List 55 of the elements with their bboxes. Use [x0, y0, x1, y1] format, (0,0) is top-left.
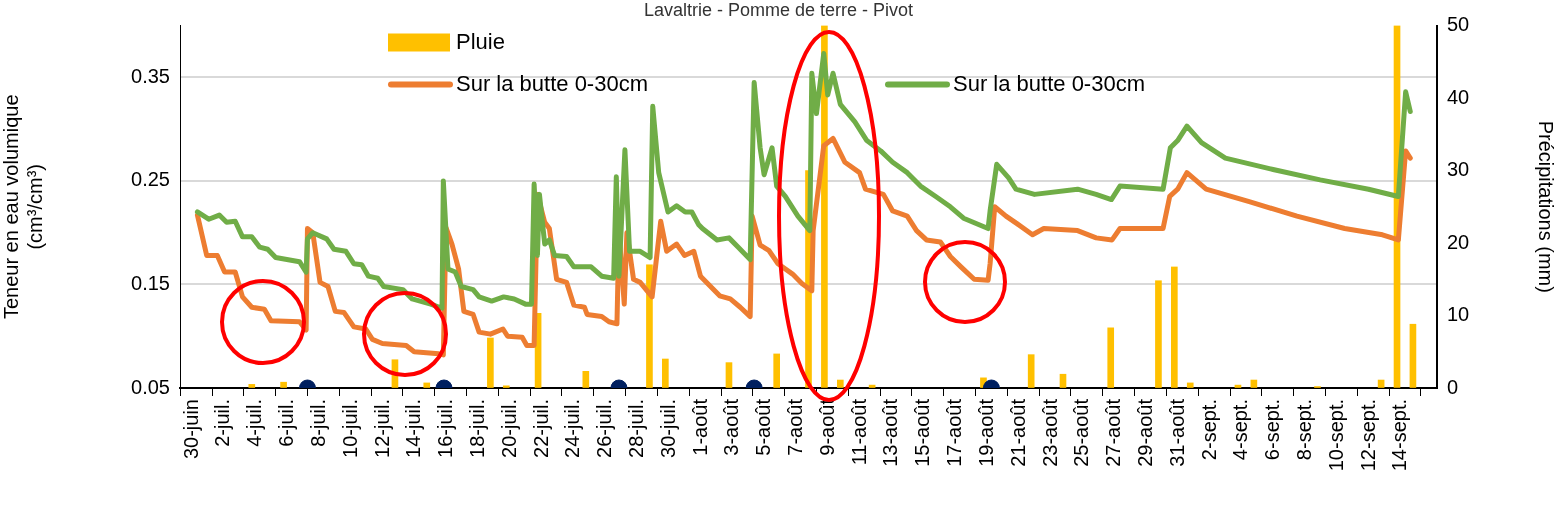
legend-label: Sur la butte 0-30cm [456, 70, 648, 96]
y2-tick-label: 10 [1447, 303, 1470, 326]
x-tick-label: 3-août [720, 398, 743, 456]
legend-label: Pluie [456, 28, 505, 54]
y2-tick-label: 0 [1447, 375, 1459, 398]
y-axis-title: Teneur en eau volumique (cm³/cm³) [0, 94, 46, 320]
chart-title: Lavaltrie - Pomme de terre - Pivot [643, 0, 914, 20]
x-tick-label: 10-sept. [1324, 399, 1347, 472]
x-tick-label: 11-août [847, 398, 870, 466]
y2-tick-label: 50 [1447, 13, 1470, 36]
x-tick-label: 13-août [879, 398, 902, 467]
x-tick-label: 20-juil. [497, 399, 520, 458]
x-tick-label: 25-août [1070, 398, 1093, 467]
x-tick-label: 15-août [911, 398, 934, 467]
legend-label: Sur la butte 0-30cm [953, 70, 1145, 96]
x-tick-label: 18-juil. [465, 399, 488, 458]
x-tick-label: 4-juil. [243, 399, 266, 447]
x-tick-label: 9-août [815, 398, 838, 456]
x-tick-label: 22-juil. [529, 399, 552, 458]
y-tick-label: 0.35 [131, 64, 170, 87]
x-tick-label: 1-août [688, 398, 711, 456]
x-tick-label: 5-août [752, 398, 775, 456]
x-tick-label: 19-août [974, 398, 997, 467]
x-tick-label: 28-juil. [625, 399, 647, 458]
x-tick-label: 23-août [1038, 398, 1061, 467]
x-tick-label: 8-juil. [306, 399, 329, 447]
x-tick-label: 14-sept. [1388, 399, 1411, 472]
x-tick-label: 14-juil. [402, 399, 425, 458]
x-tick-label: 2-sept. [1197, 399, 1220, 461]
x-tick-label: 31-août [1165, 398, 1188, 467]
x-tick-label: 21-août [1006, 398, 1029, 467]
y2-tick-label: 20 [1447, 230, 1470, 253]
x-tick-label: 7-août [784, 398, 807, 456]
y2-tick-label: 30 [1447, 158, 1470, 181]
x-tick-label: 4-sept. [1229, 399, 1252, 461]
x-tick-label: 24-juil. [561, 399, 584, 458]
x-tick-label: 30-juil. [656, 399, 679, 458]
x-tick-label: 12-juil. [370, 399, 393, 458]
x-tick-label: 6-juil. [275, 399, 298, 447]
x-tick-label: 10-juil. [338, 399, 361, 458]
x-tick-label: 26-juil. [593, 399, 616, 458]
x-tick-label: 29-août [1134, 398, 1156, 467]
x-tick-label: 6-sept. [1261, 399, 1284, 461]
y2-tick-label: 40 [1447, 85, 1470, 108]
x-tick-label: 30-juin [179, 399, 202, 460]
x-tick-label: 27-août [1102, 398, 1125, 467]
x-tick-label: 17-août [943, 398, 966, 467]
y-tick-label: 0.25 [131, 168, 170, 191]
y2-axis-title: Précipitations (mm) [1535, 120, 1557, 293]
x-tick-label: 8-sept. [1293, 399, 1316, 461]
x-tick-label: 16-juil. [434, 399, 457, 458]
x-tick-label: 2-juil. [211, 399, 234, 447]
y-tick-label: 0.15 [131, 271, 170, 294]
y-tick-label: 0.05 [131, 375, 170, 398]
x-tick-label: 12-sept. [1356, 399, 1379, 472]
